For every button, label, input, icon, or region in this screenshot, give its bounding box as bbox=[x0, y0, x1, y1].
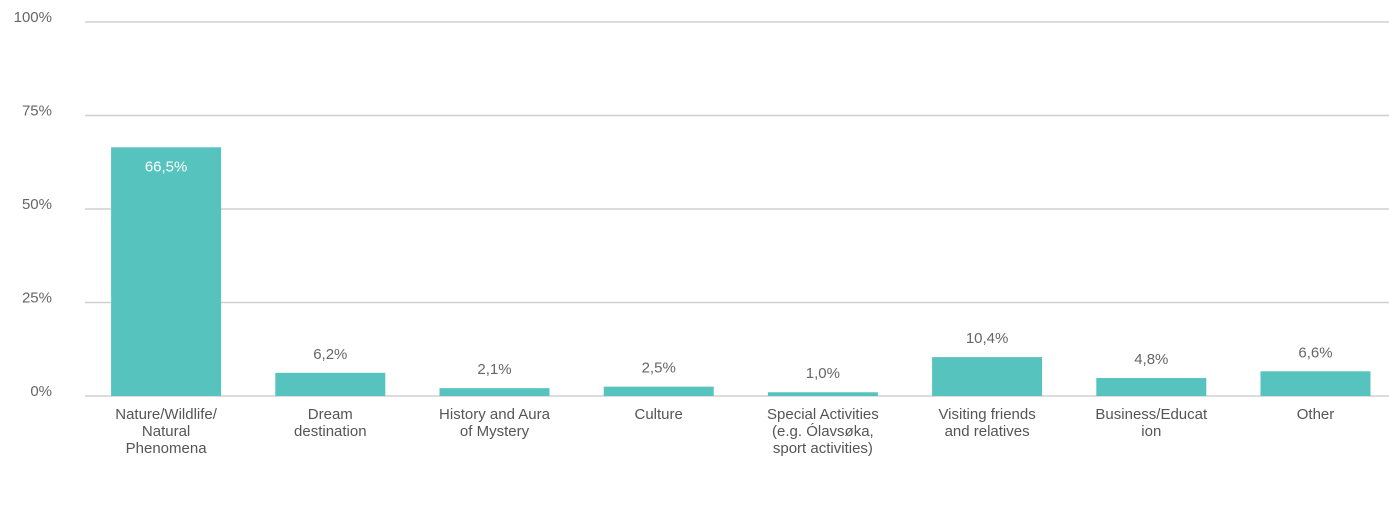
bar bbox=[603, 386, 714, 396]
y-tick-label: 50% bbox=[22, 196, 52, 213]
data-label: 2,1% bbox=[477, 361, 511, 378]
x-tick-label: Culture bbox=[634, 406, 683, 423]
x-tick-label: Special Activities (e.g. Ólavsøka, sport… bbox=[767, 406, 879, 457]
bar bbox=[439, 388, 550, 396]
x-tick-label: History and Aura of Mystery bbox=[439, 406, 550, 440]
bar bbox=[932, 357, 1043, 396]
data-label: 6,2% bbox=[313, 346, 347, 363]
y-tick-label: 100% bbox=[14, 9, 52, 26]
y-tick-label: 75% bbox=[22, 102, 52, 119]
data-label: 1,0% bbox=[806, 365, 840, 382]
x-tick-label: Other bbox=[1296, 406, 1335, 423]
bar bbox=[1096, 378, 1207, 396]
x-tick-label: Dream destination bbox=[294, 406, 367, 440]
y-tick-label: 0% bbox=[30, 383, 52, 400]
y-tick-label: 25% bbox=[22, 289, 52, 306]
bar bbox=[111, 147, 222, 396]
data-label: 10,4% bbox=[966, 330, 1009, 347]
data-label: 4,8% bbox=[1134, 351, 1168, 368]
data-label: 6,6% bbox=[1298, 344, 1332, 361]
bar bbox=[275, 372, 386, 396]
bar bbox=[1260, 371, 1371, 396]
x-tick-label: Visiting friends and relatives bbox=[938, 406, 1036, 440]
data-label: 2,5% bbox=[642, 360, 676, 377]
x-tick-label: Business/Education bbox=[1095, 406, 1208, 440]
data-label: 66,5% bbox=[145, 158, 188, 175]
bar bbox=[767, 392, 878, 396]
x-tick-label: Nature/Wildlife/Natural Phenomena bbox=[115, 406, 217, 457]
